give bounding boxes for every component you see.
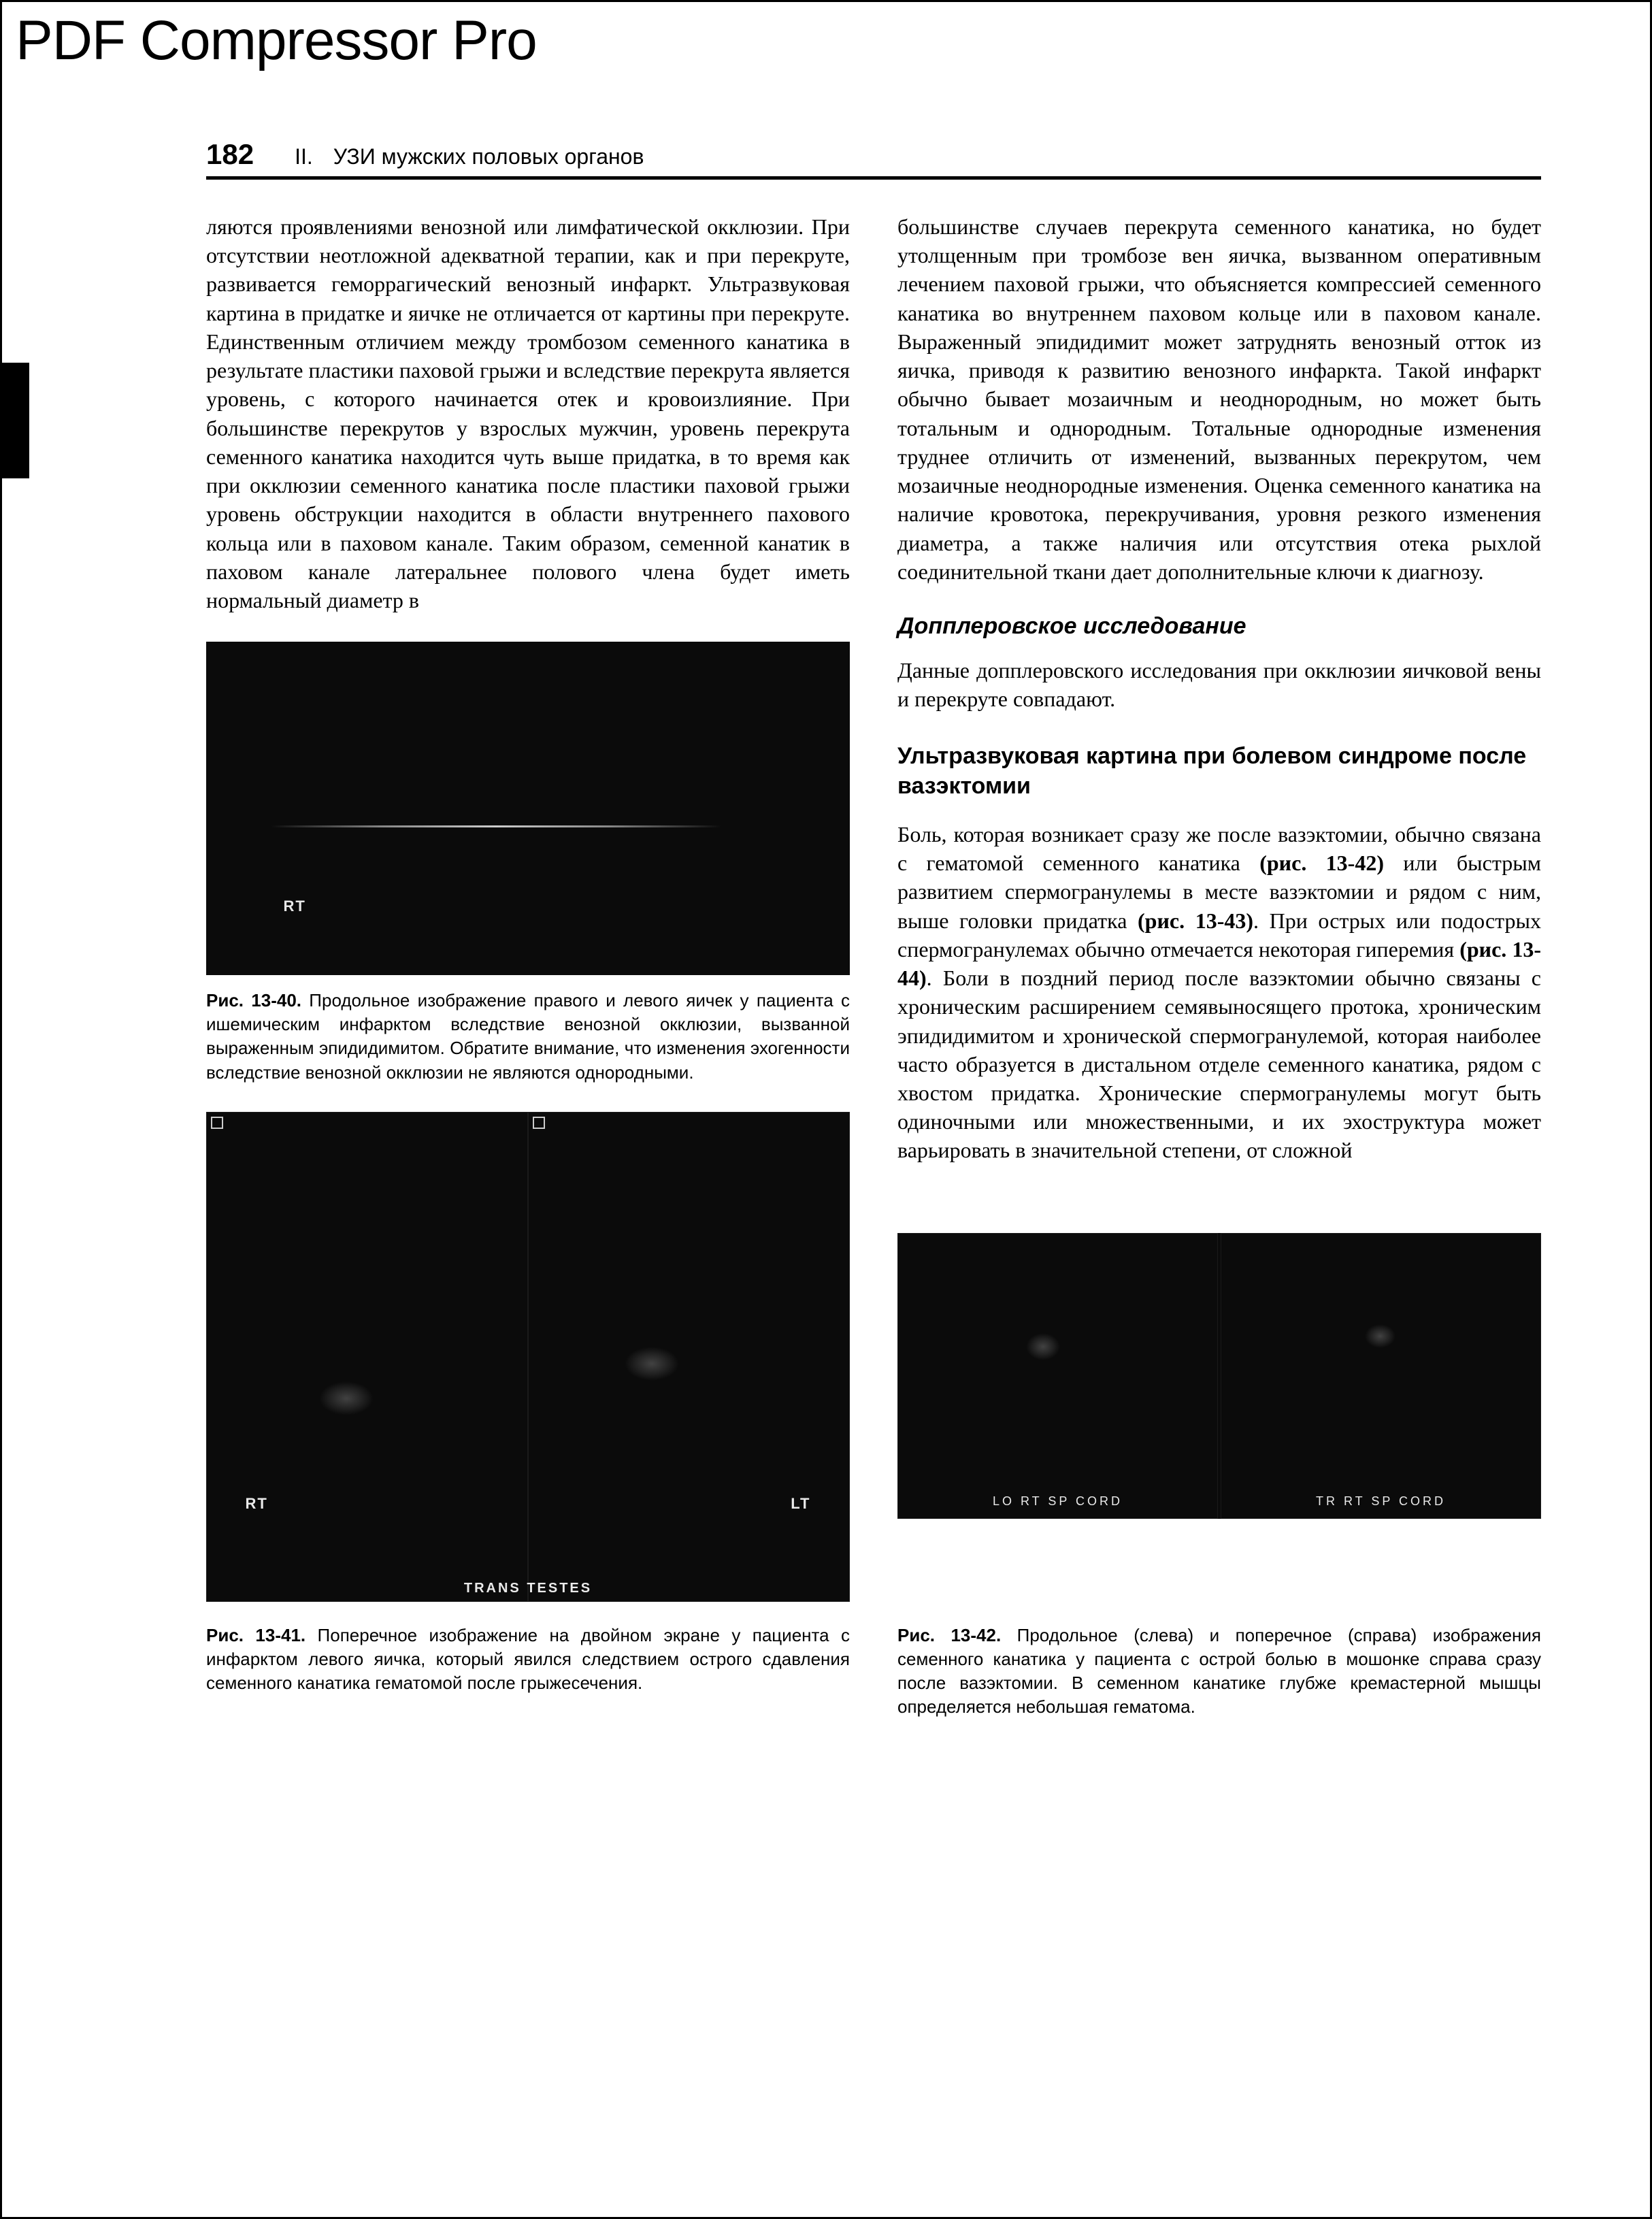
us-artifact: [319, 1381, 374, 1415]
columns: ляются проявлениями венозной или лимфати…: [206, 212, 1541, 1615]
figure-ref: (рис. 13-43): [1138, 908, 1253, 933]
caption-label: Рис. 13-42.: [897, 1625, 1001, 1645]
us-artifact: [271, 825, 721, 827]
ultrasound-image-dual: RT LT TRANS TESTES: [206, 1112, 850, 1602]
figure-caption: Рис. 13-40. Продольное изображение право…: [206, 989, 850, 1084]
section-title: УЗИ мужских половых органов: [333, 144, 644, 169]
us-artifact: [625, 1347, 679, 1381]
ultrasound-pane-left: LO RT SP CORD: [897, 1233, 1218, 1519]
right-column: большинстве случаев перекрута семенного …: [897, 212, 1541, 1615]
section-number: II.: [295, 144, 313, 169]
us-artifact: [1026, 1333, 1060, 1360]
page-frame: PDF Compressor Pro 182 II. УЗИ мужских п…: [0, 0, 1652, 2219]
caption-text: Продольное изображение правого и левого …: [206, 990, 850, 1082]
corner-marker-icon: [533, 1117, 545, 1129]
figure-13-40: RT: [206, 642, 850, 975]
body-paragraph: Данные допплеровского исследования при о…: [897, 656, 1541, 713]
figure-ref: (рис. 13-42): [1259, 851, 1384, 875]
ultrasound-label: TR RT SP CORD: [1316, 1494, 1446, 1509]
text-run: . Боли в поздний период после вазэктомии…: [897, 966, 1541, 1162]
page-content: 182 II. УЗИ мужских половых органов ляют…: [2, 2, 1650, 1787]
page-header: 182 II. УЗИ мужских половых органов: [206, 138, 1541, 180]
body-paragraph: ляются проявлениями венозной или лимфати…: [206, 212, 850, 614]
bottom-caption-row: Рис. 13-41. Поперечное изображение на дв…: [206, 1624, 1541, 1719]
ultrasound-image-dual: LO RT SP CORD TR RT SP CORD: [897, 1233, 1541, 1519]
caption-label: Рис. 13-40.: [206, 990, 301, 1010]
caption-label: Рис. 13-41.: [206, 1625, 305, 1645]
ultrasound-label: RT: [246, 1495, 268, 1513]
left-column: ляются проявлениями венозной или лимфати…: [206, 212, 850, 1615]
ultrasound-pane-right: LT: [528, 1112, 850, 1602]
ultrasound-label: RT: [284, 898, 306, 915]
body-paragraph: большинстве случаев перекрута семенного …: [897, 212, 1541, 586]
ultrasound-label: LT: [791, 1495, 810, 1513]
subheading-doppler: Допплеровское исследование: [897, 613, 1541, 640]
ultrasound-pane-right: TR RT SP CORD: [1221, 1233, 1541, 1519]
ultrasound-bottom-label: TRANS TESTES: [464, 1581, 592, 1596]
figure-caption: Рис. 13-41. Поперечное изображение на дв…: [206, 1624, 850, 1719]
page-number: 182: [206, 138, 254, 171]
ultrasound-pane-left: RT: [206, 1112, 528, 1602]
body-paragraph: Боль, которая возникает сразу же после в…: [897, 820, 1541, 1165]
subheading-vasectomy: Ультразвуковая картина при болевом синдр…: [897, 741, 1541, 801]
ultrasound-image: RT: [206, 642, 850, 975]
figure-caption: Рис. 13-42. Продольное (слева) и попереч…: [897, 1624, 1541, 1719]
figure-13-42: LO RT SP CORD TR RT SP CORD: [897, 1233, 1541, 1519]
ultrasound-label: LO RT SP CORD: [993, 1494, 1123, 1509]
figure-13-41: RT LT TRANS TESTES: [206, 1112, 850, 1602]
watermark-text: PDF Compressor Pro: [16, 9, 537, 73]
us-artifact: [1365, 1324, 1395, 1348]
corner-marker-icon: [211, 1117, 223, 1129]
scan-artifact: [2, 363, 29, 478]
